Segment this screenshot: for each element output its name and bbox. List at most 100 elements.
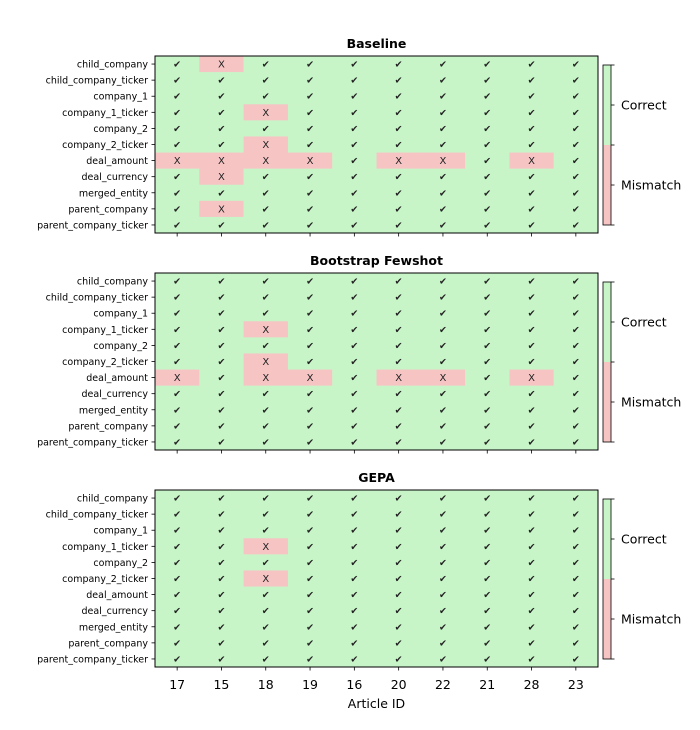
cell-correct [420,650,466,668]
cell-mark-check: ✔ [217,357,225,368]
cell-correct [465,570,510,588]
cell-mark-check: ✔ [350,389,358,400]
cell-mark-check: ✔ [395,654,403,665]
cell-correct [509,56,555,73]
x-tick-label: 17 [169,677,185,692]
cell-correct [376,353,422,371]
cell-mark-check: ✔ [217,373,225,384]
cell-mark-check: ✔ [572,341,580,352]
cell-mismatch [420,152,466,170]
cell-mark-check: ✔ [395,108,403,119]
cell-mark-check: ✔ [439,140,447,151]
cell-mark-check: ✔ [528,542,536,553]
cell-correct [199,289,245,306]
cell-correct [509,273,555,290]
cell-mark-check: ✔ [306,526,314,537]
cell-correct [243,200,289,218]
cell-correct [199,586,245,604]
cell-mark-check: ✔ [173,124,181,135]
cell-mark-check: ✔ [572,638,580,649]
cell-correct [287,490,333,507]
cell-correct [199,506,245,523]
x-tick-label: 23 [568,677,584,692]
cell-mark-check: ✔ [217,76,225,87]
cell-correct [287,634,333,652]
cell-mark-x: X [218,156,225,167]
cell-correct [509,184,555,202]
cell-mark-check: ✔ [173,60,181,71]
cell-mark-check: ✔ [572,309,580,320]
cell-mark-check: ✔ [395,558,403,569]
cell-mark-check: ✔ [262,421,270,432]
y-tick-label: child_company [77,60,148,71]
cell-mark-check: ✔ [350,293,358,304]
cell-correct [420,88,466,105]
cell-mark-check: ✔ [173,357,181,368]
y-tick-label: deal_currency [82,389,149,400]
cell-mismatch [287,369,333,387]
cell-correct [420,602,466,620]
cell-mark-check: ✔ [483,341,491,352]
cell-mark-check: ✔ [217,654,225,665]
cell-correct [199,433,245,451]
y-tick-label: company_1 [93,309,148,320]
cell-mark-check: ✔ [528,341,536,352]
cell-mark-check: ✔ [217,220,225,231]
cell-correct [199,216,245,234]
cell-mark-check: ✔ [262,494,270,505]
cell-mark-check: ✔ [173,389,181,400]
cell-mark-x: X [262,140,269,151]
cell-correct [287,401,333,419]
cell-mark-check: ✔ [306,590,314,601]
y-tick-label: merged_entity [79,188,148,199]
cell-mark-x: X [262,108,269,119]
cell-mark-check: ✔ [528,494,536,505]
cell-mark-check: ✔ [350,188,358,199]
panel-title: Bootstrap Fewshot [310,253,443,268]
y-tick-label: child_company [77,494,148,505]
cell-correct [287,602,333,620]
cell-mark-check: ✔ [350,220,358,231]
cell-correct [287,554,333,571]
y-tick-label: company_1_ticker [62,542,148,553]
cell-mark-check: ✔ [350,526,358,537]
cell-mark-check: ✔ [217,606,225,617]
cell-correct [420,385,466,403]
cell-mark-check: ✔ [528,172,536,183]
cell-mark-check: ✔ [572,389,580,400]
cell-correct [332,104,377,121]
cell-correct [509,305,555,322]
cell-correct [509,321,555,338]
cell-mark-check: ✔ [350,357,358,368]
cell-mark-check: ✔ [306,494,314,505]
cell-mark-check: ✔ [483,204,491,215]
cell-correct [509,200,555,218]
cell-mark-check: ✔ [350,654,358,665]
cell-mark-check: ✔ [217,188,225,199]
cell-mark-check: ✔ [572,654,580,665]
cell-correct [509,216,555,234]
cell-correct [199,337,245,354]
cell-mark-check: ✔ [350,60,358,71]
cell-mark-check: ✔ [483,494,491,505]
cell-mark-check: ✔ [395,590,403,601]
cell-mark-check: ✔ [306,622,314,633]
cell-mark-check: ✔ [439,188,447,199]
cell-mark-x: X [218,204,225,215]
cell-correct [155,570,200,588]
cell-correct [465,88,510,105]
cell-correct [199,401,245,419]
y-tick-label: parent_company_ticker [37,654,148,665]
cell-mark-check: ✔ [439,357,447,368]
cell-correct [376,433,422,451]
cell-correct [553,618,599,636]
cell-correct [553,168,599,186]
cell-mark-check: ✔ [439,277,447,288]
cell-correct [243,56,289,73]
cell-mark-check: ✔ [395,220,403,231]
cell-mark-check: ✔ [217,542,225,553]
cell-correct [332,634,377,652]
cell-mark-check: ✔ [572,437,580,448]
cell-correct [287,353,333,371]
cell-correct [376,200,422,218]
